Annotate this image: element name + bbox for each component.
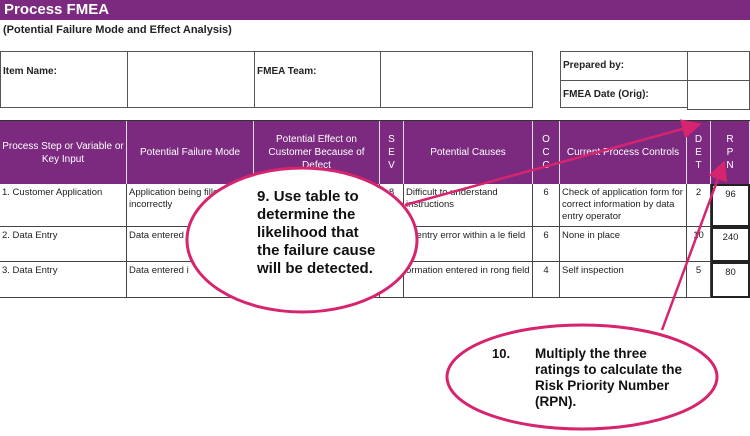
callout-10-bubble [445,323,719,431]
cell-controls: None in place [560,227,687,262]
page-subtitle: (Potential Failure Mode and Effect Analy… [3,24,232,36]
header-sev: S E V [380,121,404,184]
header-failure-mode: Potential Failure Mode [127,121,254,184]
cell-occ: 6 [533,227,560,262]
header-rpn: R P N [711,121,750,184]
callout-9-text: Use table to determine the likelihood th… [257,188,376,277]
cell-cause: ormation entered in rong field [404,262,533,298]
cell-rpn: 80 [711,262,750,298]
cell-rpn: 96 [711,184,750,227]
fmea-team-field[interactable] [380,51,533,108]
cell-step: 2. Data Entry [0,227,127,262]
header-causes: Potential Causes [404,121,533,184]
arrow-to-rpn [660,160,728,331]
cell-occ: 4 [533,262,560,298]
callout-10-text: Multiply the three ratings to calculate … [535,346,683,409]
callout-9-number: 9. [257,188,270,205]
cell-occ: 6 [533,184,560,227]
page-title: Process FMEA [0,0,750,20]
cell-sev [380,262,404,298]
cell-det: 5 [687,262,711,298]
cell-det: 10 [687,227,711,262]
cell-controls: Check of application form for correct in… [560,184,687,227]
arrow-to-det [404,119,702,207]
cell-step: 3. Data Entry [0,262,127,298]
callout-10-number: 10. [492,346,511,361]
cell-controls: Self inspection [560,262,687,298]
cell-step: 1. Customer Application [0,184,127,227]
header-process-step: Process Step or Variable or Key Input [0,121,127,184]
callout-9: 9. Use table to determine the likelihood… [257,188,378,278]
callout-9-bubble [185,166,419,314]
cell-rpn: 240 [711,227,750,262]
cell-cause: ta entry error within a le field [404,227,533,262]
header-controls: Current Process Controls [560,121,687,184]
